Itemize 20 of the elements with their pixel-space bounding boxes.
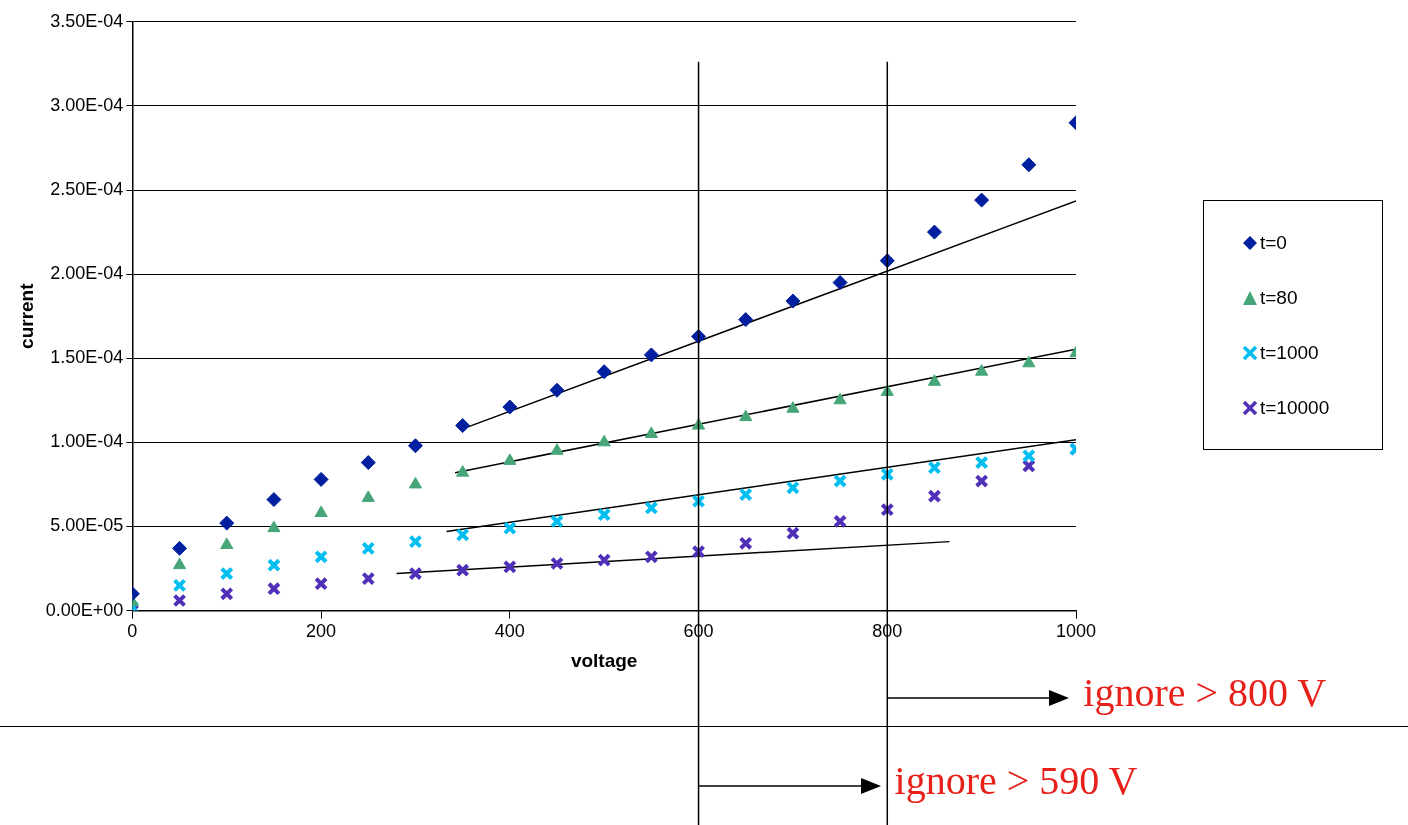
- x-tick-label: 0: [127, 621, 138, 642]
- y-tick-label: 3.50E-04: [50, 10, 124, 31]
- y-tick-label: 5.00E-05: [50, 515, 124, 536]
- x-tick-label: 1000: [1055, 621, 1097, 642]
- legend-label: t=10000: [1260, 396, 1330, 419]
- y-tick-label: 2.50E-04: [50, 179, 124, 199]
- x-tick-label: 400: [494, 621, 525, 642]
- y-tick-label: 1.50E-04: [50, 347, 124, 368]
- y-tick-label: 1.00E-04: [50, 431, 124, 452]
- legend-label: t=1000: [1260, 341, 1319, 364]
- legend-label: t=0: [1260, 231, 1287, 254]
- y-tick-label: 2.00E-04: [50, 263, 124, 284]
- y-tick-label: 3.00E-04: [50, 94, 124, 115]
- x-axis-title: voltage: [570, 649, 638, 671]
- y-tick-label: 0.00E+00: [45, 599, 124, 620]
- y-axis-title: current: [15, 282, 37, 349]
- ref-line-label: ignore > 800 V: [1083, 670, 1327, 716]
- ref-line-label: ignore > 590 V: [894, 758, 1138, 804]
- x-tick-label: 200: [306, 621, 337, 642]
- legend-label: t=80: [1260, 286, 1298, 309]
